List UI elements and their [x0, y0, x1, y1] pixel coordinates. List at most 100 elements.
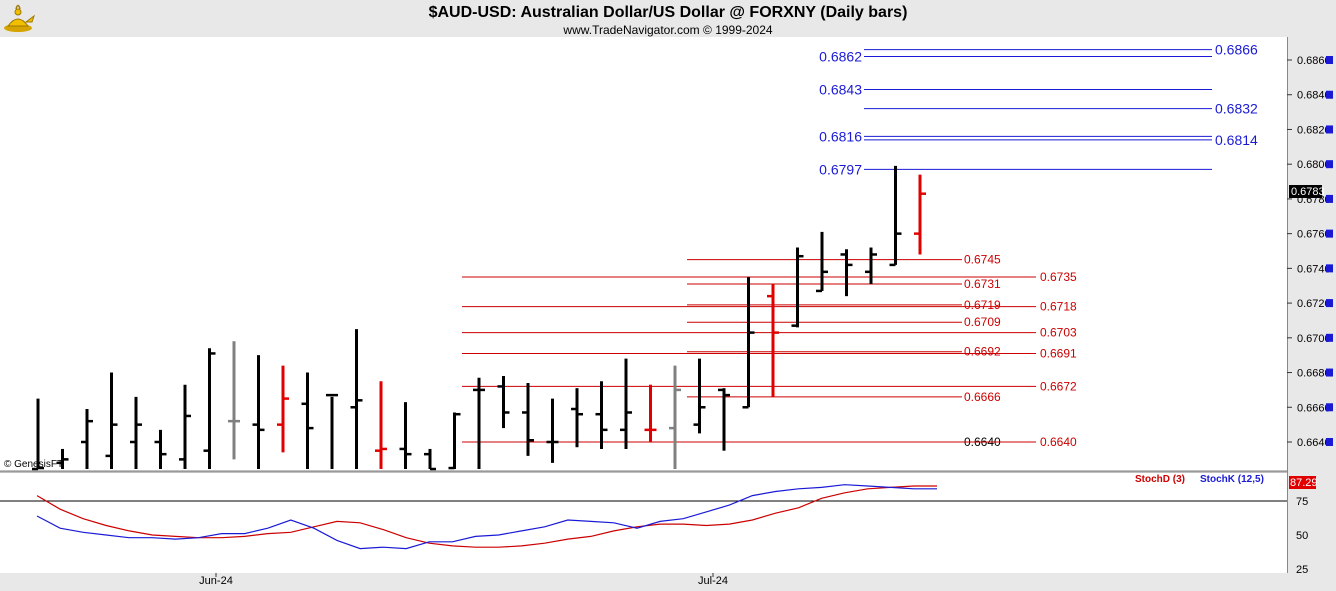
- stoch-value-tag: 87.29: [1290, 477, 1318, 489]
- price-bar: [399, 402, 412, 469]
- red-level-label: 0.6691: [1040, 346, 1077, 360]
- price-bar: [522, 382, 534, 456]
- legend-stochd: StochD (3): [1135, 474, 1185, 485]
- price-bar: [816, 231, 828, 293]
- price-tick-label: 0.6860: [1297, 55, 1331, 67]
- red-level-label: 0.6718: [1040, 300, 1077, 314]
- blue-level-label: 0.6814: [1215, 132, 1258, 148]
- price-tick-label: 0.6700: [1297, 333, 1331, 345]
- price-tick-label: 0.6840: [1297, 90, 1331, 102]
- price-bar: [375, 381, 387, 469]
- red-level-label: 0.6719: [964, 298, 1001, 312]
- stochd-line: [36, 485, 937, 548]
- last-price-tag: 0.6783: [1291, 186, 1325, 198]
- price-tick-marker: [1326, 368, 1333, 377]
- price-bar: [252, 355, 265, 469]
- price-axis: 0.6640 0.6660 0.6680 0.6700 0.6720 0.6740 0.67…: [1287, 55, 1333, 449]
- price-bar: [595, 381, 608, 449]
- price-bar: [791, 247, 804, 328]
- price-bar: [301, 372, 314, 469]
- price-tick-marker: [1326, 56, 1333, 64]
- price-tick-label: 0.6720: [1297, 298, 1331, 310]
- price-bar: [32, 398, 44, 471]
- price-bar: [620, 358, 632, 449]
- price-bar: [350, 329, 363, 469]
- price-bar: [840, 249, 853, 297]
- red-level-label: 0.6692: [964, 345, 1001, 359]
- red-level-label: 0.6666: [964, 390, 1001, 404]
- blue-level-label: 0.6843: [819, 82, 862, 98]
- price-bar: [742, 277, 755, 409]
- price-bar: [669, 365, 681, 469]
- price-tick-label: 0.6800: [1297, 159, 1331, 171]
- price-bar: [865, 247, 877, 284]
- price-bar: [105, 372, 118, 469]
- price-tick-marker: [1326, 333, 1333, 342]
- price-tick-marker: [1326, 299, 1333, 308]
- red-level-label: 0.6735: [1040, 270, 1077, 284]
- price-tick-marker: [1326, 438, 1333, 446]
- legend-stochk: StochK (12,5): [1200, 474, 1264, 485]
- price-bar: [81, 409, 93, 469]
- watermark: © GenesisFT: [4, 459, 63, 470]
- price-bar: [130, 396, 142, 469]
- red-level-label: 0.6703: [1040, 326, 1077, 340]
- price-bar: [718, 388, 730, 451]
- price-bar: [914, 174, 926, 255]
- price-bar: [473, 377, 485, 469]
- price-bar: [693, 358, 706, 434]
- chart-subtitle: www.TradeNavigator.com © 1999-2024: [562, 23, 772, 37]
- price-tick-marker: [1326, 125, 1333, 134]
- stochastic-panel: 25 50 75: [0, 484, 1308, 576]
- stoch-tick-label: 50: [1296, 530, 1308, 542]
- blue-level-label: 0.6832: [1215, 101, 1258, 117]
- price-bar: [277, 365, 289, 453]
- genie-lamp-icon: [4, 4, 35, 32]
- price-bar: [228, 341, 240, 460]
- price-bar: [56, 448, 69, 469]
- price-bar: [154, 429, 167, 469]
- red-level-label: 0.6709: [964, 315, 1001, 329]
- price-tick-label: 0.6820: [1297, 124, 1331, 136]
- blue-level-label: 0.6862: [819, 49, 862, 65]
- stoch-value-tag-bg: [1289, 476, 1316, 489]
- price-tick-label: 0.6680: [1297, 368, 1331, 380]
- red-level-label: 0.6745: [964, 253, 1001, 267]
- blue-level-label: 0.6797: [819, 161, 862, 177]
- blue-level-label: 0.6816: [819, 128, 862, 144]
- price-tick-marker: [1326, 194, 1333, 203]
- price-bar: [424, 448, 436, 471]
- price-tick-marker: [1326, 403, 1333, 412]
- price-bar: [571, 388, 583, 448]
- last-price-tag-bg: [1289, 185, 1322, 198]
- price-tick-label: 0.6760: [1297, 229, 1331, 241]
- price-tick-label: 0.6660: [1297, 402, 1331, 414]
- date-tick-label: Jul-24: [698, 575, 728, 587]
- price-bar: [326, 393, 338, 469]
- price-bar: [497, 376, 510, 429]
- price-panel-bg: [0, 37, 1287, 470]
- red-level-label: 0.6731: [964, 277, 1001, 291]
- price-tick-marker: [1326, 229, 1333, 238]
- price-tick-label: 0.6740: [1297, 263, 1331, 275]
- stoch-panel-bg: [0, 473, 1287, 573]
- price-bars: [32, 165, 926, 471]
- blue-level-label: 0.6866: [1215, 42, 1258, 58]
- price-bar: [644, 384, 657, 442]
- price-tick-marker: [1326, 90, 1333, 99]
- price-bar: [889, 165, 902, 267]
- date-tick-label: Jun-24: [199, 575, 233, 587]
- red-level-label: 0.6672: [1040, 379, 1077, 393]
- stoch-tick-label: 25: [1296, 564, 1308, 576]
- price-bar: [179, 384, 191, 469]
- stochk-line: [36, 484, 937, 550]
- price-bar: [448, 412, 461, 470]
- date-axis: Jun-24 Jul-24: [199, 573, 728, 587]
- chart-title: $AUD-USD: Australian Dollar/US Dollar @ …: [429, 4, 908, 21]
- price-bar: [767, 283, 779, 397]
- price-tick-marker: [1326, 264, 1333, 273]
- stoch-tick-label: 75: [1296, 496, 1308, 508]
- price-bar: [203, 348, 216, 469]
- price-tick-marker: [1326, 160, 1333, 169]
